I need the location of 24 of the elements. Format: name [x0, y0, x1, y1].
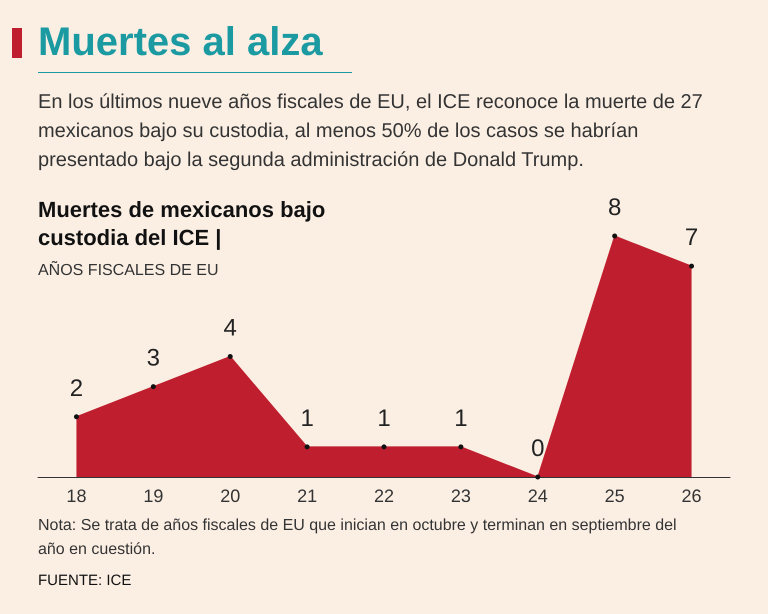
data-label: 1: [377, 404, 391, 432]
x-tick-label: 22: [374, 486, 394, 506]
chart-subtitle: En los últimos nueve años fiscales de EU, el ICE reconoce la muerte de 27 mexicanos bajo su custodia, al menos 50% de los casos se habrían presentado bajo la segunda administración de Donald Trump.: [38, 90, 704, 173]
x-tick-label: 25: [604, 486, 625, 506]
data-label: 3: [146, 344, 160, 372]
data-label: 4: [224, 314, 237, 342]
x-tick-label: 18: [66, 486, 86, 506]
data-label: 2: [70, 374, 84, 402]
data-label: 7: [684, 224, 698, 252]
source-note: FUENTE: ICE: [38, 572, 132, 589]
chart-title: Muertes al alza: [38, 20, 323, 65]
data-label: 0: [531, 435, 544, 462]
data-label: 1: [454, 404, 468, 432]
data-label: 8: [608, 194, 622, 221]
x-tick-label: 23: [450, 486, 471, 506]
x-tick-label: 24: [528, 486, 548, 506]
annotation: Muertes de mexicanos bajo custodia del ICE |: [38, 196, 326, 252]
x-tick-label: 21: [297, 486, 318, 506]
x-tick-label: 19: [143, 486, 164, 506]
data-label: 1: [300, 404, 314, 432]
text: Nota: Se trata de años fiscales de EU que inician en octubre y terminan en septiembre del año en cuestión.: [38, 516, 678, 560]
annotation: AÑOS FISCALES DE EU: [38, 262, 218, 280]
x-tick-label: 20: [220, 486, 240, 506]
x-tick-label: 26: [682, 486, 702, 506]
